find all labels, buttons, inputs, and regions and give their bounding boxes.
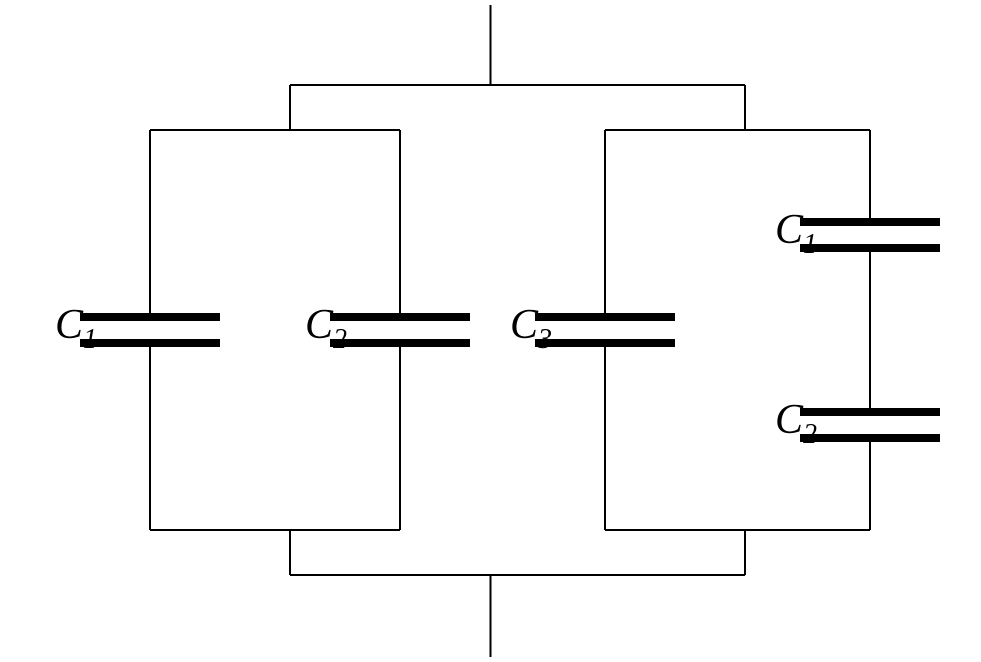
C2_left-label: C2 (305, 302, 347, 355)
C1_right-label: C1 (775, 207, 817, 260)
C3-label: C3 (510, 302, 552, 355)
C2_right-label: C2 (775, 397, 817, 450)
C1_left-label: C1 (55, 302, 97, 355)
capacitor-circuit-diagram: C1 C2 C3 C1 C2 (0, 0, 981, 662)
